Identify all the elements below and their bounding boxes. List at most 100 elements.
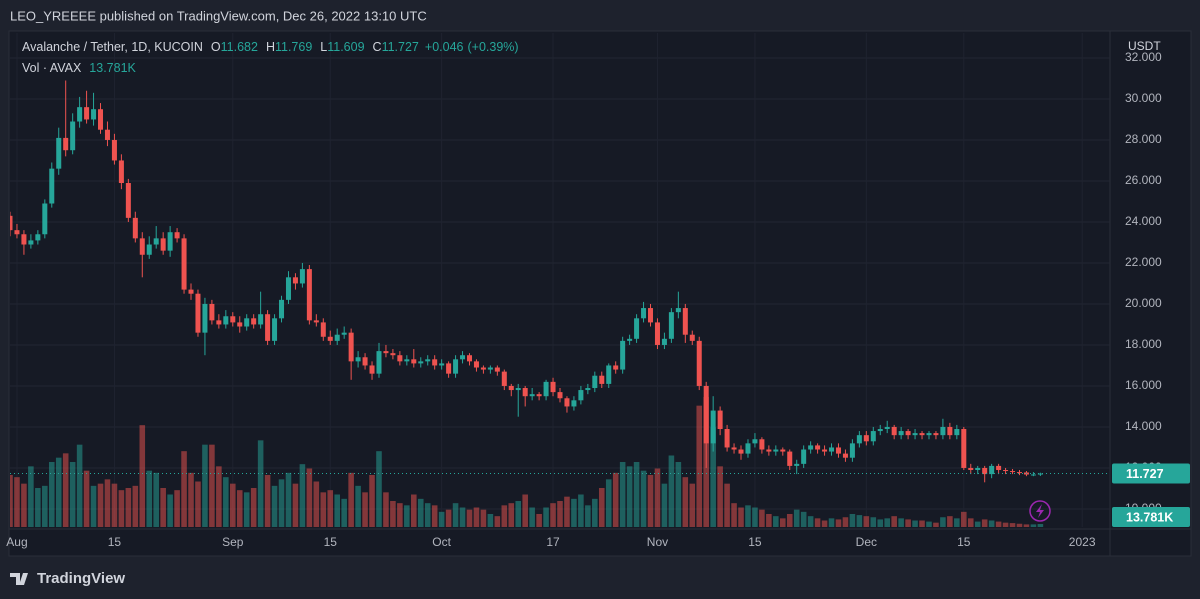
candle-body: [794, 463, 800, 466]
volume-bar: [800, 511, 807, 527]
x-tick-label: 15: [108, 535, 122, 549]
x-tick-label: 15: [748, 535, 762, 549]
volume-bar: [807, 516, 814, 527]
volume-bar: [473, 507, 480, 527]
alert-icon[interactable]: [1029, 500, 1051, 522]
candle-body: [842, 453, 848, 458]
volume-bar: [369, 475, 375, 527]
ohlc-value: 11.769: [275, 40, 312, 54]
volume-bar: [397, 503, 403, 527]
candle-body: [292, 277, 298, 284]
volume-bar: [431, 505, 438, 527]
volume-bar: [759, 509, 765, 527]
volume-bar: [1009, 523, 1016, 527]
volume-bar: [682, 477, 689, 527]
volume-bar: [494, 516, 501, 527]
volume-bar: [271, 485, 278, 527]
volume-bar: [619, 462, 626, 527]
volume-bar: [557, 501, 563, 527]
volume-bar: [10, 475, 13, 527]
volume-bar: [299, 464, 306, 527]
volume-bar: [731, 503, 737, 527]
symbol-title: Avalanche / Tether, 1D, KUCOIN: [22, 40, 203, 54]
candle-body: [111, 139, 117, 161]
volume-bar: [362, 492, 368, 527]
candle-body: [244, 318, 250, 327]
candle-body: [383, 351, 389, 354]
candle-body: [529, 394, 535, 397]
y-tick-label: 32.000: [1125, 50, 1162, 64]
candle-body: [167, 232, 173, 251]
candles: [10, 80, 1110, 483]
volume-bar: [146, 470, 153, 527]
volume-bar: [209, 444, 215, 527]
volume-bar: [97, 483, 104, 527]
volume-bar: [724, 483, 730, 527]
candle-body: [557, 392, 563, 399]
axes: 10.00012.00014.00016.00018.00020.00022.0…: [6, 50, 1190, 549]
volume-bar: [905, 519, 911, 527]
volume-bar: [376, 451, 382, 527]
volume-bar: [104, 479, 111, 527]
candle-body: [355, 357, 361, 362]
volume-title: Vol · AVAX: [22, 61, 82, 75]
candle-body: [63, 137, 69, 151]
volume-bar: [55, 457, 62, 527]
volume-bar: [745, 505, 751, 527]
volume-bar: [411, 494, 417, 527]
candle-body: [84, 107, 90, 120]
volume-bar: [160, 488, 166, 527]
y-tick-label: 30.000: [1125, 91, 1162, 105]
candle-body: [494, 367, 500, 372]
candle-body: [989, 465, 995, 475]
candle-body: [766, 449, 772, 452]
volume-bar: [292, 483, 299, 527]
volume-bar: [898, 518, 904, 527]
y-tick-label: 28.000: [1125, 132, 1162, 146]
candle-body: [954, 429, 960, 436]
last-price-tag: [1112, 463, 1190, 484]
volume-bar: [919, 520, 925, 527]
volume-bar: [404, 505, 410, 527]
volume-bar: [195, 481, 201, 527]
volume-bar: [633, 462, 640, 527]
candle-body: [940, 426, 946, 436]
candle-body: [738, 449, 744, 454]
candle-body: [362, 357, 368, 366]
candle-body: [42, 203, 48, 235]
volume-bar: [445, 509, 452, 527]
candle-body: [682, 308, 688, 335]
candle-body: [223, 316, 229, 325]
volume-bar: [14, 477, 20, 527]
volume-bar: [974, 521, 981, 527]
volume-bar: [786, 514, 793, 527]
volume-bar: [814, 518, 821, 527]
y-tick-label: 14.000: [1125, 419, 1162, 433]
footer-brand: TradingView: [37, 570, 125, 587]
candle-body: [696, 340, 702, 386]
candle-body: [397, 355, 403, 362]
candle-body: [104, 129, 110, 140]
publish-header: LEO_YREEEE published on TradingView.com,…: [10, 8, 427, 23]
volume-bar: [424, 503, 431, 527]
candle-body: [480, 367, 486, 370]
y-tick-label: 26.000: [1125, 173, 1162, 187]
candle-body: [272, 318, 278, 341]
candle-body: [285, 277, 291, 300]
volume-bar: [334, 494, 340, 527]
volume-bar: [661, 483, 668, 527]
candle-body: [815, 445, 821, 450]
candle-body: [425, 359, 431, 362]
volume-bar: [668, 455, 675, 527]
volume-bar: [522, 494, 528, 527]
candle-body: [564, 398, 570, 407]
volume-bar: [884, 518, 890, 527]
volume-pane: [10, 397, 1044, 527]
candle-body: [376, 351, 382, 374]
volume-bar: [585, 505, 591, 527]
candle-body: [146, 244, 152, 255]
candle-body: [808, 445, 814, 450]
candle-body: [522, 388, 528, 397]
candle-body: [1016, 472, 1022, 474]
volume-bar: [564, 496, 570, 527]
